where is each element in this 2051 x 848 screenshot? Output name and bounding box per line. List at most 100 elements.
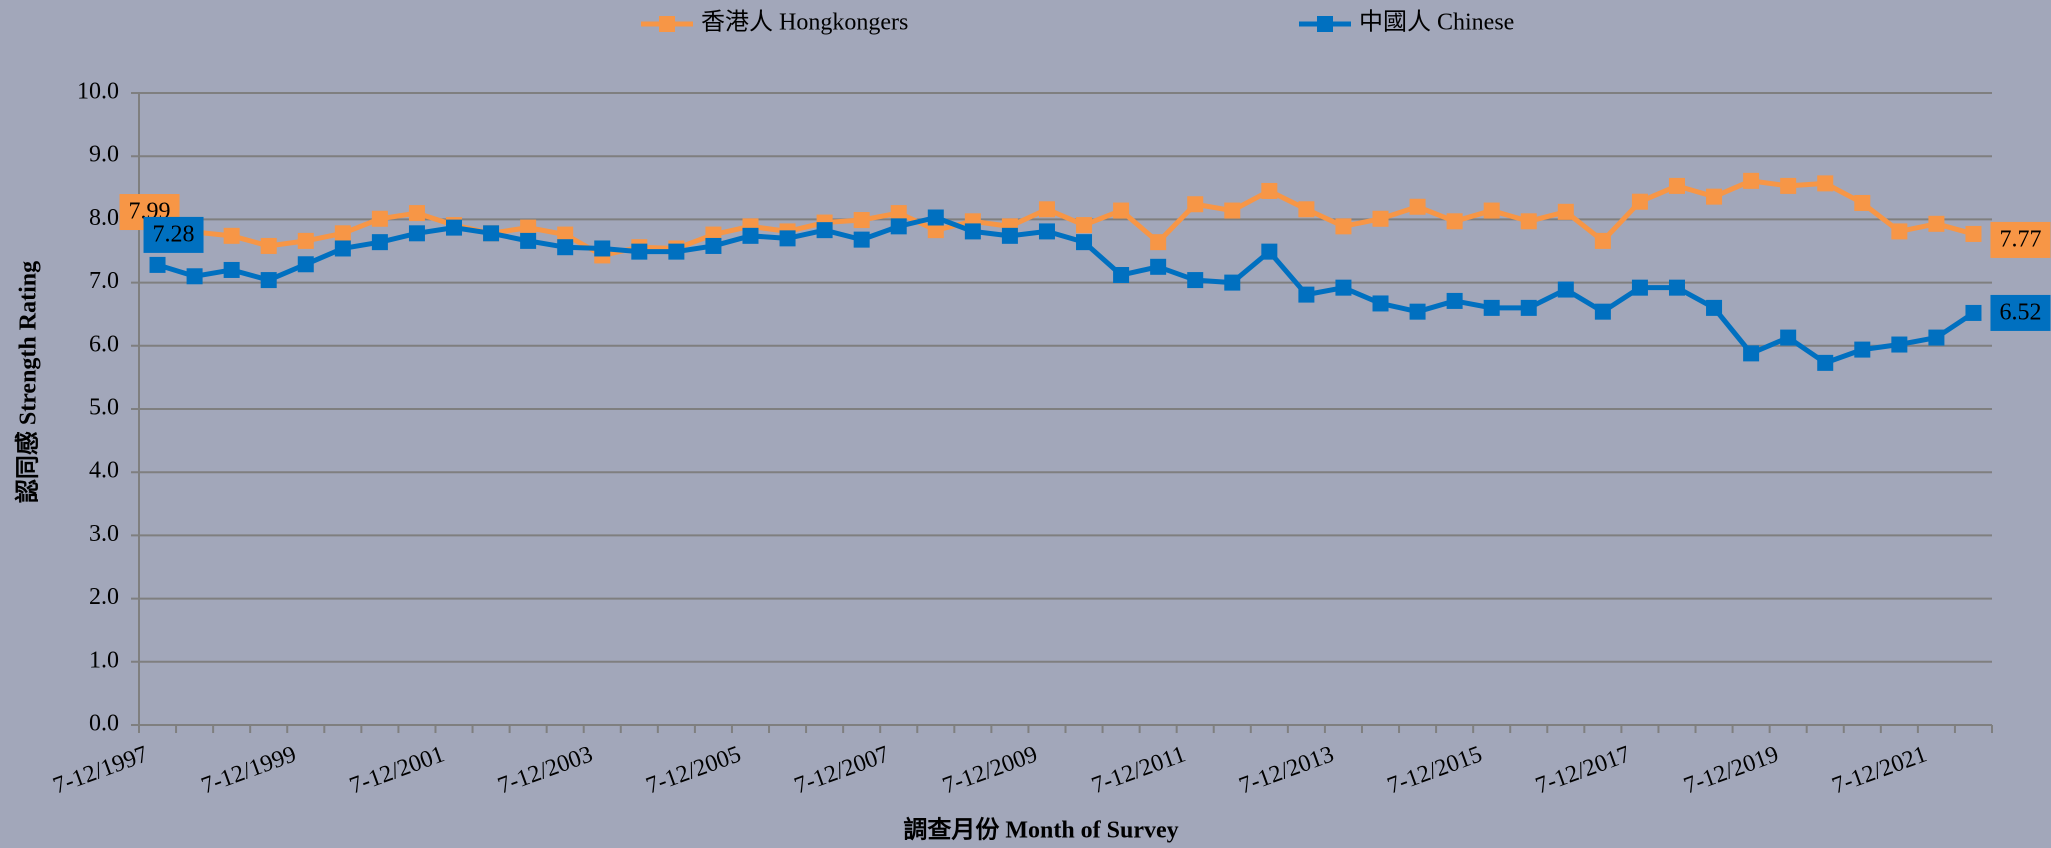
y-tick-label: 3.0 [89,521,119,547]
point-marker [1483,299,1500,316]
point-marker [705,237,722,254]
point-marker [1891,336,1908,353]
point-marker [520,219,537,236]
point-marker [927,209,944,226]
point-marker [1298,286,1315,303]
point-marker [483,225,500,242]
point-marker [853,212,870,229]
y-tick-label: 10.0 [77,79,119,105]
x-tick-label: 7-12/2013 [1236,741,1338,799]
legend-label: 中國人 Chinese [1359,9,1514,36]
x-tick-label: 7-12/2003 [495,741,597,799]
point-marker [260,272,277,289]
x-tick-label: 7-12/2019 [1680,741,1782,799]
y-tick-label: 4.0 [89,458,119,484]
y-tick-label: 2.0 [89,584,119,610]
point-marker [1001,227,1018,244]
point-marker [149,256,166,273]
point-marker [668,243,685,260]
point-marker [334,240,351,257]
point-marker [1113,202,1130,219]
point-marker [1928,215,1945,232]
point-marker [371,210,388,227]
legend-label: 香港人 Hongkongers [701,9,908,36]
point-marker [1557,281,1574,298]
x-axis-title: 調查月份 Month of Survey [903,816,1178,844]
point-marker [1817,175,1834,192]
point-marker [1261,182,1278,199]
point-marker [1038,201,1055,218]
x-tick-label: 7-12/1997 [50,741,152,799]
point-marker [964,223,981,240]
point-marker [1965,225,1982,242]
point-marker [1187,272,1204,289]
point-marker [297,256,314,273]
point-marker [1854,194,1871,211]
point-marker [1372,210,1389,227]
point-marker [446,219,463,236]
point-marker [1150,234,1167,251]
point-marker [1076,234,1093,251]
point-marker [371,234,388,251]
x-tick-label: 7-12/2021 [1829,741,1931,799]
point-marker [1743,172,1760,189]
point-marker [408,205,425,222]
point-marker [853,231,870,248]
data-label-box [1990,294,2051,331]
point-marker [520,232,537,249]
point-marker [1076,217,1093,234]
data-label: 7.77 [1999,226,2041,252]
point-marker [1965,304,1982,321]
point-marker [1817,354,1834,371]
y-tick-label: 8.0 [89,205,119,231]
x-tick-label: 7-12/1999 [198,741,300,799]
point-marker [594,240,611,257]
point-marker [1520,299,1537,316]
point-marker [1446,292,1463,309]
point-marker [334,225,351,242]
point-marker [1298,201,1315,218]
point-marker [1668,177,1685,194]
point-marker [1854,341,1871,358]
point-marker [779,230,796,247]
point-marker [408,225,425,242]
series-line [156,178,1975,258]
point-marker [1780,177,1797,194]
point-marker [1743,345,1760,362]
y-tick-label: 5.0 [89,395,119,421]
point-marker [1187,196,1204,213]
legend-marker [659,16,675,32]
point-marker [557,239,574,256]
y-tick-label: 1.0 [89,647,119,673]
point-marker [1594,232,1611,249]
x-tick-label: 7-12/2001 [346,741,448,799]
point-marker [890,218,907,235]
point-marker [927,222,944,239]
point-marker [1224,274,1241,291]
x-tick-label: 7-12/2005 [643,741,745,799]
point-marker [1928,329,1945,346]
y-tick-label: 6.0 [89,331,119,357]
point-marker [1891,223,1908,240]
point-marker [1446,213,1463,230]
x-tick-label: 7-12/2015 [1384,741,1486,799]
point-marker [223,227,240,244]
point-marker [1594,303,1611,320]
point-marker [1261,243,1278,260]
point-marker [1224,202,1241,219]
point-marker [1372,295,1389,312]
point-marker [1706,299,1723,316]
point-marker [1409,303,1426,320]
point-marker [297,232,314,249]
point-marker [1409,198,1426,215]
x-tick-label: 7-12/2009 [939,741,1041,799]
legend-marker [1317,16,1333,32]
data-label-box [143,216,204,253]
y-axis-title: 認同感 Strength Rating [14,261,42,503]
point-marker [1335,218,1352,235]
x-tick-label: 7-12/2007 [791,741,893,799]
point-marker [631,243,648,260]
point-marker [223,261,240,278]
point-marker [1150,258,1167,275]
